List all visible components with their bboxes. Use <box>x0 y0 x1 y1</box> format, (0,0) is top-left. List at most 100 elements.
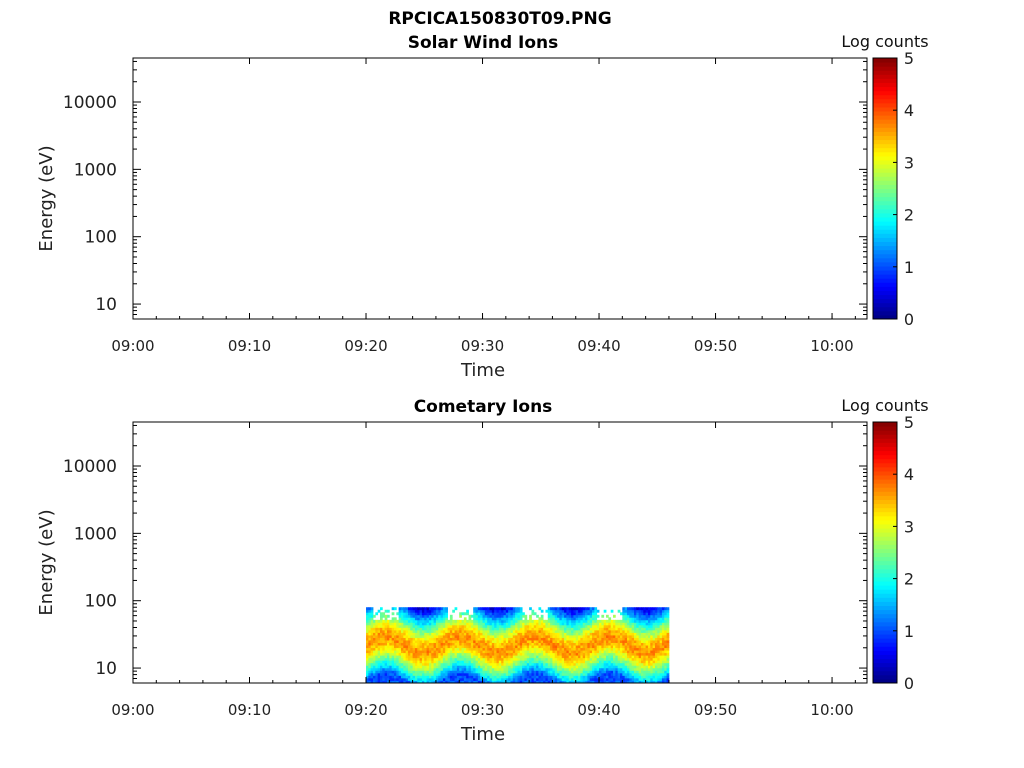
heatmap-cell <box>547 617 551 621</box>
heatmap-cell <box>582 677 586 681</box>
heatmap-cell <box>494 670 497 674</box>
heatmap-cell <box>494 632 497 636</box>
heatmap-cell <box>407 619 411 623</box>
heatmap-cell <box>510 622 514 626</box>
heatmap-cell <box>631 609 635 613</box>
heatmap-cell <box>414 647 418 651</box>
heatmap-cell <box>461 662 465 666</box>
heatmap-cell <box>505 637 509 641</box>
heatmap-cell <box>398 647 402 651</box>
heatmap-cell <box>391 652 395 656</box>
heatmap-cell <box>440 612 444 616</box>
heatmap-cell <box>452 670 455 674</box>
heatmap-cell <box>661 640 665 643</box>
heatmap-cell <box>459 660 462 664</box>
heatmap-cell <box>550 612 553 616</box>
heatmap-cell <box>484 614 488 618</box>
heatmap-cell <box>489 680 493 684</box>
heatmap-cell <box>540 629 544 633</box>
heatmap-cell <box>654 662 658 666</box>
heatmap-cell <box>435 612 439 616</box>
heatmap-cell <box>501 680 504 684</box>
heatmap-cell <box>424 609 427 613</box>
heatmap-cell <box>473 652 476 656</box>
heatmap-cell <box>561 672 565 676</box>
heatmap-cell <box>522 662 525 666</box>
heatmap-cell <box>664 657 668 661</box>
heatmap-cell <box>505 670 509 674</box>
heatmap-cell <box>666 624 670 628</box>
heatmap-cell <box>540 680 544 684</box>
heatmap-cell <box>368 612 372 616</box>
heatmap-cell <box>503 655 507 659</box>
heatmap-cell <box>419 670 423 674</box>
heatmap-cell <box>580 617 584 621</box>
heatmap-cell <box>608 617 612 621</box>
heatmap-cell <box>431 637 434 641</box>
heatmap-cell <box>491 627 495 631</box>
heatmap-cell <box>412 609 416 613</box>
heatmap-cell <box>626 624 630 628</box>
heatmap-cell <box>463 660 467 664</box>
heatmap-cell <box>373 665 376 669</box>
heatmap-cell <box>589 609 593 613</box>
heatmap-cell <box>624 622 628 626</box>
heatmap-cell <box>647 655 651 659</box>
heatmap-cell <box>442 632 446 636</box>
heatmap-cell <box>498 624 502 628</box>
heatmap-cell <box>647 667 651 671</box>
heatmap-cell <box>599 622 602 626</box>
heatmap-cell <box>442 677 446 681</box>
heatmap-cell <box>638 619 642 623</box>
heatmap-cell <box>529 635 532 638</box>
heatmap-cell <box>424 629 427 633</box>
heatmap-cell <box>435 672 439 676</box>
heatmap-cell <box>554 629 558 633</box>
heatmap-cell <box>510 624 514 628</box>
heatmap-cell <box>666 629 670 633</box>
heatmap-cell <box>550 670 553 674</box>
heatmap-cell <box>622 624 626 628</box>
heatmap-cell <box>515 637 518 641</box>
heatmap-cell <box>424 619 427 623</box>
heatmap-cell <box>650 677 654 681</box>
heatmap-cell <box>620 635 623 638</box>
heatmap-cell <box>487 622 490 626</box>
heatmap-cell <box>573 647 577 651</box>
heatmap-cell <box>473 635 476 638</box>
heatmap-cell <box>529 637 532 641</box>
heatmap-cell <box>652 650 656 654</box>
heatmap-cell <box>599 662 602 666</box>
heatmap-cell <box>463 662 467 666</box>
heatmap-cell <box>561 655 565 659</box>
heatmap-cell <box>400 677 404 681</box>
heatmap-cell <box>366 645 369 649</box>
heatmap-cell <box>664 667 668 671</box>
heatmap-cell <box>645 655 649 659</box>
heatmap-cell <box>661 617 665 621</box>
heatmap-cell <box>601 660 605 664</box>
heatmap-cell <box>410 642 414 646</box>
heatmap-cell <box>622 650 626 654</box>
heatmap-cell <box>380 624 383 628</box>
heatmap-cell <box>657 617 661 621</box>
heatmap-cell <box>564 650 567 654</box>
heatmap-cell <box>375 632 379 636</box>
heatmap-cell <box>587 624 591 628</box>
heatmap-cell <box>442 629 446 633</box>
heatmap-cell <box>445 607 448 611</box>
heatmap-cell <box>414 614 418 618</box>
heatmap-cell <box>459 672 462 676</box>
heatmap-cell <box>459 640 462 643</box>
heatmap-cell <box>382 635 386 638</box>
heatmap-cell <box>438 680 441 684</box>
colorbar-tick-label: 1 <box>904 258 914 277</box>
heatmap-cell <box>608 672 612 676</box>
heatmap-cell <box>631 635 635 638</box>
heatmap-cell <box>526 642 530 646</box>
heatmap-cell <box>496 612 500 616</box>
heatmap-cell <box>582 647 586 651</box>
heatmap-cell <box>645 675 649 679</box>
heatmap-cell <box>529 675 532 679</box>
heatmap-cell <box>475 645 479 649</box>
